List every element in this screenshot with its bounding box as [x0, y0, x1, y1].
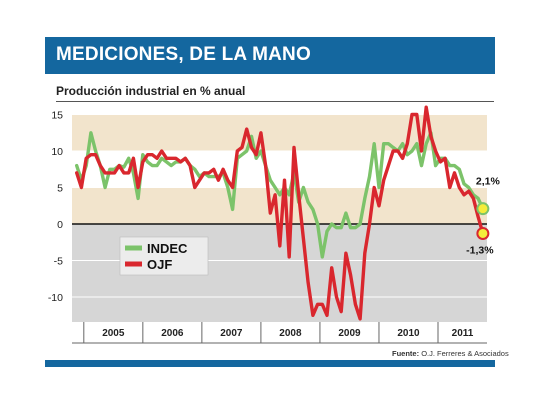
footer-bar — [45, 360, 495, 367]
legend-label-indec: INDEC — [147, 241, 188, 256]
page-title: MEDICIONES, DE LA MANO — [56, 44, 311, 65]
x-tick-label: 2009 — [338, 328, 361, 339]
x-tick-label: 2007 — [220, 328, 243, 339]
header-bar — [45, 37, 495, 74]
endpoint-marker-indec — [476, 202, 490, 216]
x-tick-label: 2011 — [452, 328, 474, 339]
chart-title: Producción industrial en % anual — [56, 84, 246, 98]
y-tick-label: 15 — [51, 110, 63, 122]
source-note: Fuente: O.J. Ferreres & Asociados — [392, 349, 509, 358]
x-tick-label: 2006 — [161, 328, 184, 339]
endpoint-label-ojf: -1,3% — [466, 244, 494, 256]
y-tick-label: -5 — [54, 256, 63, 268]
x-tick-label: 2005 — [102, 328, 125, 339]
subtitle-divider — [56, 101, 494, 102]
x-tick-label: 2008 — [279, 328, 302, 339]
y-tick-label: 0 — [57, 219, 63, 231]
y-tick-label: 5 — [57, 183, 63, 195]
y-tick-label: -10 — [48, 292, 63, 304]
endpoint-label-indec: 2,1% — [476, 176, 501, 188]
series-line-ojf — [75, 105, 485, 321]
legend-label-ojf: OJF — [147, 257, 172, 272]
source-label: Fuente: — [392, 349, 420, 358]
y-tick-label: 10 — [51, 146, 63, 158]
endpoint-marker-ojf — [476, 226, 490, 240]
x-tick-label: 2010 — [397, 328, 420, 339]
legend-box — [119, 236, 209, 276]
source-text: O.J. Ferreres & Asociados — [421, 349, 509, 358]
